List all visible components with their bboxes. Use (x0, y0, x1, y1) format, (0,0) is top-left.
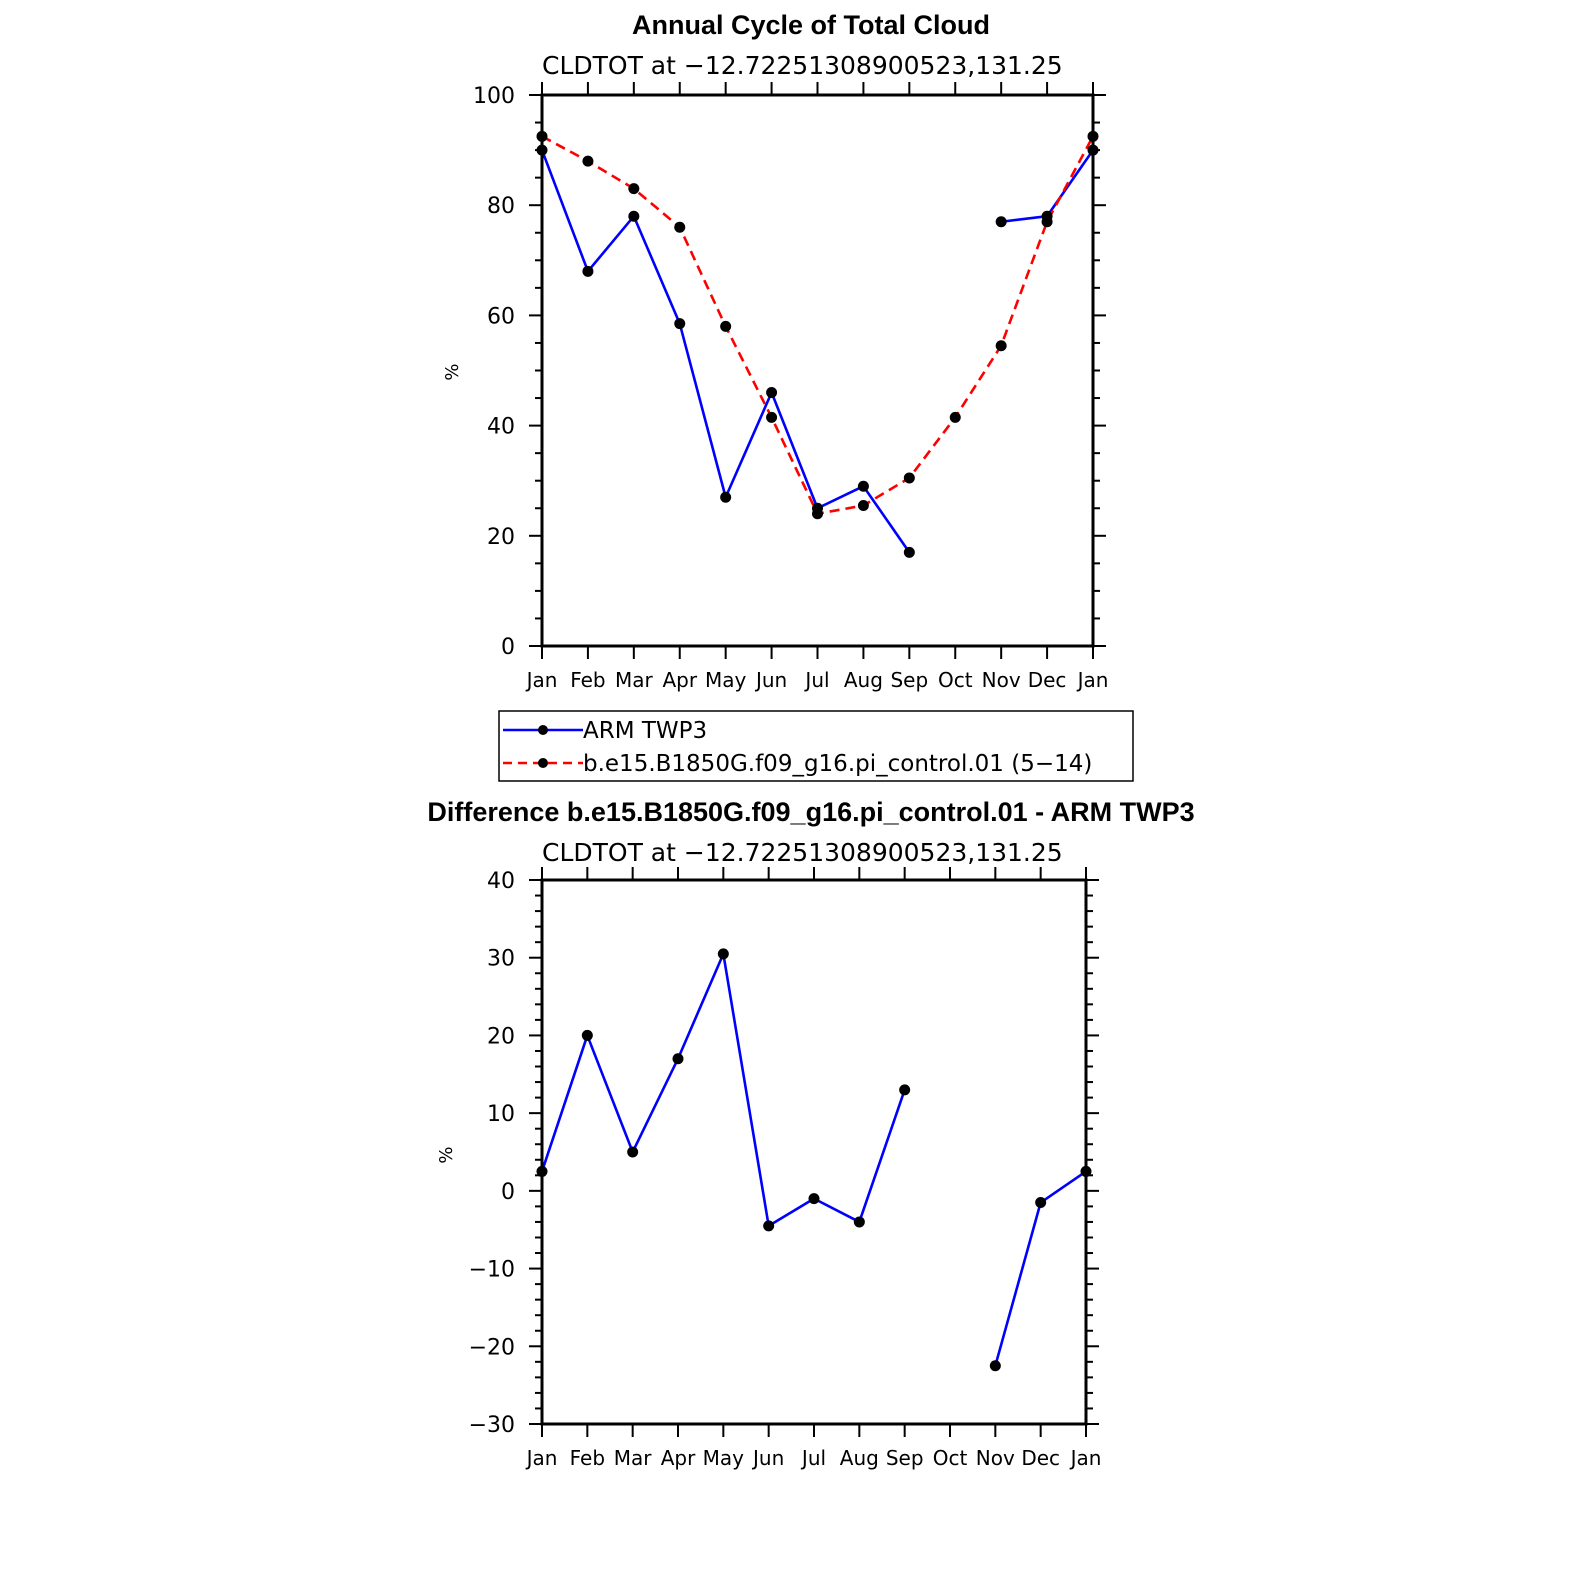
x-tick-label: Mar (614, 1446, 653, 1470)
x-tick-label: Jan (1076, 668, 1109, 692)
series-points (536, 948, 1092, 1372)
y-tick-label: 20 (487, 1024, 515, 1049)
data-point-series-0 (674, 318, 686, 330)
data-point-series-0 (627, 1146, 639, 1158)
y-axis-label: % (436, 1146, 457, 1163)
data-point-series-1 (1041, 216, 1053, 228)
y-tick-label: 0 (501, 635, 515, 660)
tick-marks (529, 82, 1106, 659)
x-tick-label: Sep (890, 668, 928, 692)
series-lines (540, 135, 1095, 554)
data-point-series-1 (949, 411, 961, 423)
chart-annual-cycle: Annual Cycle of Total Cloud CLDTOT at −1… (442, 10, 1108, 692)
data-point-series-0 (582, 265, 594, 277)
y-tick-label: 0 (501, 1180, 515, 1205)
x-tick-label: Sep (886, 1446, 924, 1470)
x-tick-label: Feb (570, 668, 605, 692)
legend-label-model: b.e15.B1850G.f09_g16.pi_control.01 (5−14… (583, 751, 1092, 777)
data-point-series-1 (903, 472, 915, 484)
x-tick-label: Apr (661, 1446, 696, 1470)
legend-box (498, 710, 1134, 782)
data-point-series-0 (628, 210, 640, 222)
series-lines (540, 952, 1087, 1367)
legend: ARM TWP3 b.e15.B1850G.f09_g16.pi_control… (498, 710, 1134, 782)
data-point-series-0 (1035, 1197, 1047, 1209)
data-point-series-1 (812, 508, 823, 520)
x-tick-label: Apr (662, 668, 697, 692)
y-tick-label: 30 (487, 947, 515, 972)
y-tick-label: 40 (487, 869, 515, 894)
y-tick-label: −30 (469, 1413, 515, 1438)
x-tick-label: Aug (844, 668, 883, 692)
x-tick-label: Aug (840, 1446, 879, 1470)
x-tick-label: Nov (976, 1446, 1015, 1470)
y-tick-label: −20 (469, 1335, 515, 1360)
x-tick-label: Jan (525, 668, 558, 692)
legend-marker-model (538, 758, 548, 768)
data-point-series-0 (672, 1053, 684, 1065)
y-tick-labels: 0 20 40 60 80 100 (473, 84, 515, 660)
chart-title: Annual Cycle of Total Cloud (632, 10, 990, 40)
x-tick-label: Dec (1028, 668, 1067, 692)
x-tick-label: May (705, 668, 747, 692)
data-point-series-0 (995, 216, 1007, 228)
x-tick-label: Nov (982, 668, 1021, 692)
y-tick-label: 10 (487, 1102, 515, 1127)
y-tick-label: 40 (487, 415, 515, 440)
chart-subtitle: CLDTOT at −12.72251308900523,131.25 (542, 838, 1063, 867)
data-point-series-0 (857, 480, 869, 492)
plot-frame (540, 878, 1088, 1426)
data-point-series-0 (903, 546, 915, 558)
data-point-series-1 (995, 340, 1007, 352)
x-tick-labels: Jan Feb Mar Apr May Jun Jul Aug Sep Oct Nov Dec Jan (525, 668, 1109, 692)
data-point-series-0 (989, 1360, 1001, 1372)
series-points (536, 130, 1099, 558)
data-point-series-0 (763, 1220, 775, 1232)
y-tick-label: 60 (487, 304, 515, 329)
data-point-series-1 (628, 183, 640, 195)
data-point-series-0 (720, 491, 732, 503)
data-point-series-0 (899, 1084, 911, 1096)
y-axis-label: % (442, 363, 463, 380)
y-tick-label: 100 (473, 84, 515, 109)
chart-subtitle: CLDTOT at −12.72251308900523,131.25 (542, 51, 1063, 80)
data-point-series-1 (582, 155, 594, 167)
plot-frame (540, 93, 1095, 648)
y-tick-label: 80 (487, 194, 515, 219)
data-point-series-0 (581, 1029, 593, 1041)
x-tick-label: Dec (1021, 1446, 1060, 1470)
data-point-series-1 (857, 499, 869, 511)
x-tick-label: Mar (615, 668, 654, 692)
y-tick-labels: −30 −20 −10 0 10 20 30 40 (469, 869, 515, 1438)
x-tick-label: Jan (1069, 1446, 1102, 1470)
x-tick-label: Jun (751, 1446, 784, 1470)
x-tick-label: May (703, 1446, 745, 1470)
data-point-series-0 (853, 1216, 865, 1228)
x-tick-label: Oct (938, 668, 973, 692)
data-point-series-1 (766, 411, 778, 423)
x-tick-label: Jun (754, 668, 787, 692)
data-point-series-0 (717, 948, 729, 960)
y-tick-label: −10 (469, 1258, 515, 1283)
series-line-1 (541, 135, 1095, 516)
x-tick-label: Jul (803, 668, 829, 692)
y-tick-label: 20 (487, 525, 515, 550)
x-tick-label: Feb (570, 1446, 605, 1470)
legend-marker-arm (538, 725, 548, 735)
data-point-series-0 (766, 387, 778, 399)
tick-marks (529, 867, 1099, 1437)
x-tick-label: Oct (933, 1446, 968, 1470)
x-tick-labels: Jan Feb Mar Apr May Jun Jul Aug Sep Oct Nov Dec Jan (525, 1446, 1102, 1470)
legend-label-arm: ARM TWP3 (583, 718, 707, 744)
data-point-series-1 (720, 320, 732, 332)
series-line-0 (540, 952, 906, 1228)
x-tick-label: Jul (800, 1446, 826, 1470)
chart-difference: Difference b.e15.B1850G.f09_g16.pi_contr… (427, 797, 1194, 1470)
data-point-series-1 (674, 221, 686, 233)
chart-title: Difference b.e15.B1850G.f09_g16.pi_contr… (427, 797, 1194, 827)
data-point-series-0 (808, 1193, 820, 1205)
x-tick-label: Jan (525, 1446, 558, 1470)
